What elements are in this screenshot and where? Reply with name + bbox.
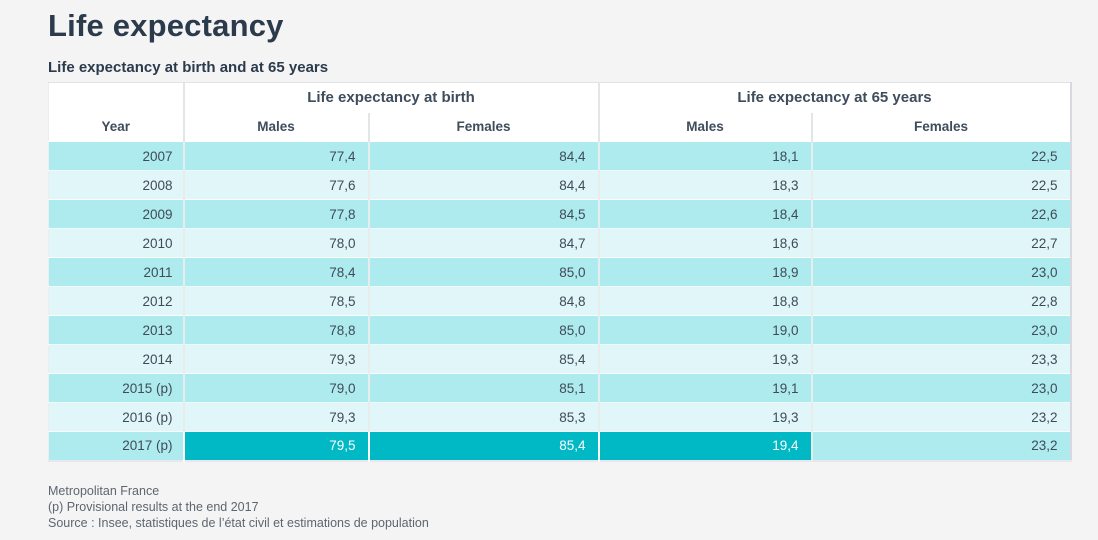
males-65-cell: 19,0	[597, 315, 812, 345]
males-birth-cell: 77,8	[182, 199, 369, 229]
males-65-cell: 18,8	[597, 286, 812, 316]
females-65-cell: 23,0	[810, 315, 1071, 345]
females-birth-cell: 85,3	[367, 402, 599, 432]
females-birth-cell: 84,4	[367, 170, 599, 200]
males-65-cell: 19,4	[597, 431, 812, 461]
females-birth-cell: 85,4	[367, 344, 599, 374]
males-65-cell: 19,3	[597, 402, 812, 432]
males-65-cell: 19,1	[597, 373, 812, 403]
footnote-provisional: (p) Provisional results at the end 2017	[48, 499, 259, 514]
year-cell: 2016 (p)	[48, 402, 184, 432]
table-row-2017: 2017 (p) 79,5 85,4 19,4 23,2	[48, 431, 1071, 461]
table-body: 2007 77,4 84,4 18,1 22,5 2008 77,6 84,4 18,3 22,5…	[48, 141, 1071, 461]
females-birth-cell: 84,7	[367, 228, 599, 258]
males-birth-cell: 77,4	[182, 141, 369, 171]
column-header-males-birth: Males	[182, 112, 369, 142]
females-65-cell: 23,3	[810, 344, 1071, 374]
footnotes: Metropolitan France (p) Provisional resu…	[48, 483, 1070, 531]
footnote-region: Metropolitan France	[48, 483, 160, 498]
year-cell: 2013	[48, 315, 184, 345]
group-header-65-years: Life expectancy at 65 years	[597, 82, 1071, 113]
females-65-cell: 22,5	[810, 170, 1071, 200]
females-birth-cell: 85,4	[367, 431, 599, 461]
females-birth-cell: 85,1	[367, 373, 599, 403]
males-birth-cell: 78,4	[182, 257, 369, 287]
females-birth-cell: 84,8	[367, 286, 599, 316]
year-cell: 2007	[48, 141, 184, 171]
table-row-2008: 2008 77,6 84,4 18,3 22,5	[48, 170, 1071, 200]
males-65-cell: 18,3	[597, 170, 812, 200]
page-title: Life expectancy	[48, 8, 284, 43]
table-row-2016: 2016 (p) 79,3 85,3 19,3 23,2	[48, 402, 1071, 432]
males-birth-cell: 79,3	[182, 344, 369, 374]
year-cell: 2009	[48, 199, 184, 229]
table-row-2014: 2014 79,3 85,4 19,3 23,3	[48, 344, 1071, 374]
males-65-cell: 19,3	[597, 344, 812, 374]
females-birth-cell: 85,0	[367, 257, 599, 287]
table-row-2011: 2011 78,4 85,0 18,9 23,0	[48, 257, 1071, 287]
year-cell: 2015 (p)	[48, 373, 184, 403]
table-row-2013: 2013 78,8 85,0 19,0 23,0	[48, 315, 1071, 345]
table-caption: Life expectancy at birth and at 65 years	[48, 59, 329, 76]
females-65-cell: 22,6	[810, 199, 1071, 229]
column-header-females-birth: Females	[367, 112, 599, 142]
males-65-cell: 18,4	[597, 199, 812, 229]
year-cell: 2014	[48, 344, 184, 374]
table-row-2015: 2015 (p) 79,0 85,1 19,1 23,0	[48, 373, 1071, 403]
column-header-males-65: Males	[597, 112, 812, 142]
table-row-2007: 2007 77,4 84,4 18,1 22,5	[48, 141, 1071, 171]
table-header: Life expectancy at birth Life expectancy…	[48, 82, 1071, 142]
corner-cell	[48, 82, 184, 113]
group-header-birth: Life expectancy at birth	[182, 82, 599, 113]
males-birth-cell: 79,5	[182, 431, 369, 461]
females-birth-cell: 85,0	[367, 315, 599, 345]
males-birth-cell: 78,5	[182, 286, 369, 316]
females-65-cell: 23,0	[810, 257, 1071, 287]
group-header-row: Life expectancy at birth Life expectancy…	[48, 82, 1071, 113]
females-birth-cell: 84,5	[367, 199, 599, 229]
males-birth-cell: 78,0	[182, 228, 369, 258]
males-birth-cell: 77,6	[182, 170, 369, 200]
year-cell: 2010	[48, 228, 184, 258]
column-header-females-65: Females	[810, 112, 1071, 142]
females-65-cell: 23,2	[810, 402, 1071, 432]
table-row-2012: 2012 78,5 84,8 18,8 22,8	[48, 286, 1071, 316]
females-birth-cell: 84,4	[367, 141, 599, 171]
females-65-cell: 22,7	[810, 228, 1071, 258]
year-cell: 2011	[48, 257, 184, 287]
males-65-cell: 18,1	[597, 141, 812, 171]
table-row-2010: 2010 78,0 84,7 18,6 22,7	[48, 228, 1071, 258]
males-birth-cell: 79,0	[182, 373, 369, 403]
males-65-cell: 18,9	[597, 257, 812, 287]
footnote-source: Source : Insee, statistiques de l’état c…	[48, 515, 429, 530]
table-row-2009: 2009 77,8 84,5 18,4 22,6	[48, 199, 1071, 229]
males-65-cell: 18,6	[597, 228, 812, 258]
females-65-cell: 22,8	[810, 286, 1071, 316]
year-cell: 2012	[48, 286, 184, 316]
column-header-year: Year	[48, 112, 184, 142]
year-cell: 2008	[48, 170, 184, 200]
females-65-cell: 23,2	[810, 431, 1071, 461]
females-65-cell: 23,0	[810, 373, 1071, 403]
life-expectancy-table: Life expectancy at birth Life expectancy…	[48, 82, 1072, 462]
year-cell: 2017 (p)	[48, 431, 184, 461]
column-header-row: Year Males Females Males Females	[48, 112, 1071, 142]
males-birth-cell: 78,8	[182, 315, 369, 345]
females-65-cell: 22,5	[810, 141, 1071, 171]
males-birth-cell: 79,3	[182, 402, 369, 432]
